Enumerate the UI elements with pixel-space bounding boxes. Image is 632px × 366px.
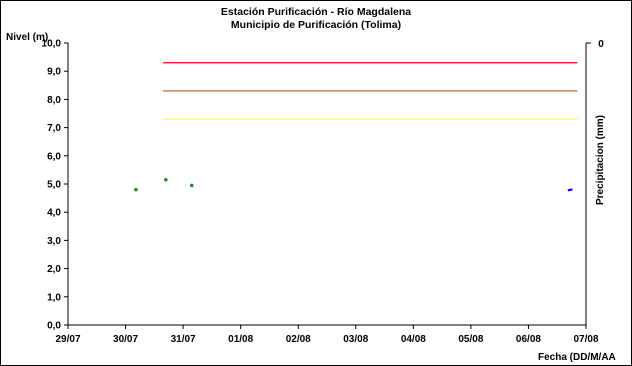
y-tick-label: 7,0 (47, 123, 61, 134)
chart-title: Estación Purificación - Río Magdalena (221, 6, 411, 18)
y-tick-label: 8,0 (47, 95, 61, 106)
y-tick-label: 0,0 (47, 321, 61, 332)
x-tick-label: 04/08 (401, 334, 426, 345)
series-point (164, 178, 168, 182)
series-point (134, 188, 138, 192)
y-tick-label: 10,0 (42, 39, 62, 50)
x-tick-label: 07/08 (573, 334, 598, 345)
y2-tick-label: 0 (598, 39, 604, 50)
y-tick-label: 2,0 (47, 264, 61, 275)
y-tick-label: 1,0 (47, 292, 61, 303)
x-tick-label: 06/08 (516, 334, 541, 345)
series-point (190, 184, 194, 188)
x-axis-label: Fecha (DD/M/AA (538, 352, 616, 363)
y-tick-label: 5,0 (47, 180, 61, 191)
x-tick-label: 02/08 (286, 334, 311, 345)
y-tick-label: 9,0 (47, 67, 61, 78)
y-tick-label: 4,0 (47, 208, 61, 219)
chart-subtitle: Municipio de Purificación (Tolima) (231, 19, 401, 31)
x-tick-label: 01/08 (228, 334, 253, 345)
x-tick-label: 05/08 (458, 334, 483, 345)
y-tick-label: 3,0 (47, 236, 61, 247)
x-tick-label: 31/07 (171, 334, 196, 345)
x-tick-label: 03/08 (343, 334, 368, 345)
series-line-nivel (569, 190, 572, 191)
y2-axis-label: Precipitacion (mm) (595, 115, 606, 205)
y-tick-label: 6,0 (47, 151, 61, 162)
x-tick-label: 30/07 (113, 334, 138, 345)
x-tick-label: 29/07 (55, 334, 80, 345)
